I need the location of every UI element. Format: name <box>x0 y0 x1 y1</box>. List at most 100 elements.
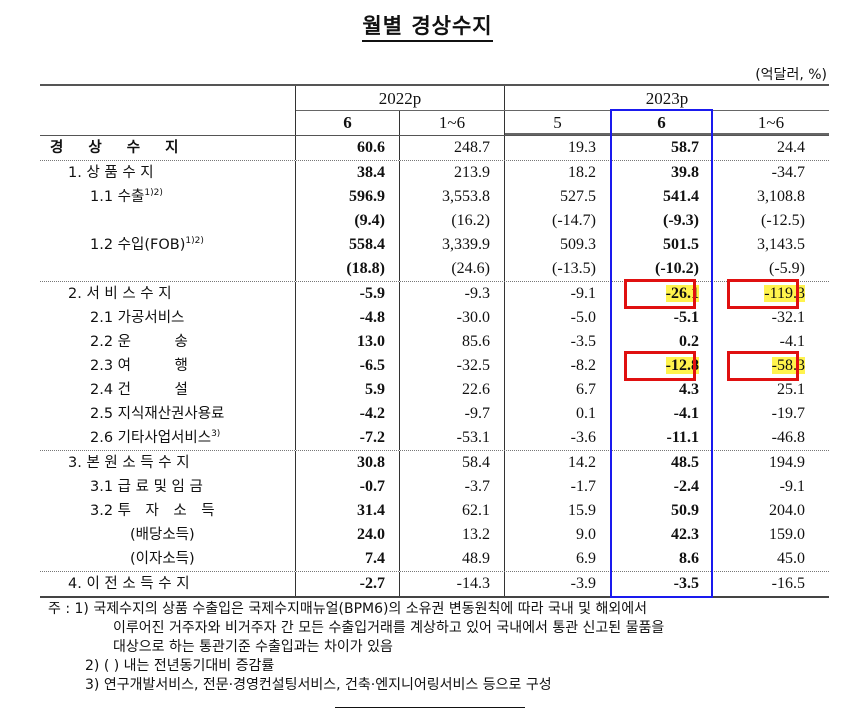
value-cell: -58.3 <box>713 354 829 378</box>
value-text: -3.6 <box>570 429 596 446</box>
value-text: (-13.5) <box>552 260 596 277</box>
value-text: 45.0 <box>777 550 805 567</box>
row-label: 1. 상 품 수 지 <box>40 161 296 185</box>
value-text: (-10.2) <box>655 260 699 277</box>
value-cell: -7.2 <box>296 426 400 450</box>
row-label-text: 1.1 수출 <box>90 189 145 205</box>
value-cell: 39.8 <box>610 161 713 185</box>
value-cell: 596.9 <box>296 185 400 209</box>
row-label-text: 경 상 수 지 <box>50 140 189 156</box>
value-text: -0.7 <box>359 478 385 495</box>
value-text: 42.3 <box>671 526 699 543</box>
value-cell: 527.5 <box>505 185 610 209</box>
value-cell: -6.5 <box>296 354 400 378</box>
value-text: 24.4 <box>777 139 805 156</box>
value-text: 60.6 <box>357 139 385 156</box>
value-cell: 248.7 <box>400 136 505 160</box>
value-cell: -4.1 <box>713 330 829 354</box>
value-text: (-9.3) <box>663 212 699 229</box>
row-label-text: 2.1 가공서비스 <box>90 310 185 326</box>
value-cell: 3,339.9 <box>400 233 505 257</box>
row-label <box>40 257 296 281</box>
value-text: 15.9 <box>568 502 596 519</box>
value-text: -4.1 <box>673 405 699 422</box>
value-text: 19.3 <box>568 139 596 156</box>
value-text: -12.8 <box>665 357 699 374</box>
col-2023-1-6: 1~6 <box>757 113 785 132</box>
table-row: 2.2 운 송 13.0 85.6 -3.5 0.2 -4.1 <box>40 330 829 354</box>
value-text: 204.0 <box>769 502 805 519</box>
value-text: 9.0 <box>576 526 596 543</box>
row-label: 2.3 여 행 <box>40 354 296 378</box>
row-label-text: 2.6 기타사업서비스 <box>90 430 212 446</box>
value-cell: 159.0 <box>713 523 829 547</box>
value-text: 527.5 <box>560 188 596 205</box>
value-text: -3.7 <box>464 478 490 495</box>
value-cell: 204.0 <box>713 499 829 523</box>
value-cell: 9.0 <box>505 523 610 547</box>
table-body: 경 상 수 지 60.6 248.7 19.3 58.7 24.4 1. 상 품 수 지 38… <box>40 135 829 598</box>
value-cell: 48.5 <box>610 451 713 475</box>
value-text: 22.6 <box>462 381 490 398</box>
header-corner <box>40 86 296 135</box>
value-cell: 24.4 <box>713 136 829 160</box>
row-label: (이자소득) <box>40 547 296 571</box>
value-text: 13.0 <box>357 333 385 350</box>
value-text: 6.9 <box>576 550 596 567</box>
row-label-text: (배당소득) <box>130 527 195 543</box>
value-text: -9.7 <box>464 405 490 422</box>
note-1-line-1: 주 : 1) 국제수지의 상품 수출입은 국제수지매뉴얼(BPM6)의 소유권 … <box>48 601 648 617</box>
value-text: -119.3 <box>764 285 805 302</box>
value-text: 3,339.9 <box>442 236 490 253</box>
note-3: 3) 연구개발서비스, 전문·경영컨설팅서비스, 건축·엔지니어링서비스 등으로… <box>85 677 552 693</box>
value-text: -4.8 <box>359 309 385 326</box>
value-text: -19.7 <box>771 405 805 422</box>
value-cell: 38.4 <box>296 161 400 185</box>
row-label: 2.4 건 설 <box>40 378 296 402</box>
table-row: 1. 상 품 수 지 38.4 213.9 18.2 39.8 -34.7 <box>40 160 829 185</box>
value-cell: 13.0 <box>296 330 400 354</box>
table-row: 2.1 가공서비스 -4.8 -30.0 -5.0 -5.1 -32.1 <box>40 306 829 330</box>
table-row: (이자소득) 7.4 48.9 6.9 8.6 45.0 <box>40 547 829 571</box>
value-text: 5.9 <box>365 381 385 398</box>
value-text: 541.4 <box>663 188 699 205</box>
value-cell: (-12.5) <box>713 209 829 233</box>
value-cell: 30.8 <box>296 451 400 475</box>
row-label-text: 1. 상 품 수 지 <box>68 165 154 181</box>
value-text: 3,553.8 <box>442 188 490 205</box>
row-label-text: 2.4 건 설 <box>90 382 188 398</box>
year-2023: 2023p <box>645 89 689 108</box>
month-header-row: 6 1~6 5 6 1~6 <box>296 111 829 135</box>
value-cell: (-9.3) <box>610 209 713 233</box>
value-cell: -4.1 <box>610 402 713 426</box>
value-cell: (24.6) <box>400 257 505 281</box>
table-row: 3.1 급 료 및 임 금 -0.7 -3.7 -1.7 -2.4 -9.1 <box>40 475 829 499</box>
value-cell: 58.4 <box>400 451 505 475</box>
table-row: 경 상 수 지 60.6 248.7 19.3 58.7 24.4 <box>40 135 829 160</box>
value-text: -26.1 <box>665 285 699 302</box>
value-text: 50.9 <box>671 502 699 519</box>
value-cell: 25.1 <box>713 378 829 402</box>
value-text: 213.9 <box>454 164 490 181</box>
value-text: 596.9 <box>349 188 385 205</box>
table-row: 1.2 수입(FOB)1)2) 558.4 3,339.9 509.3 501.5 3,1… <box>40 233 829 257</box>
value-cell: -3.6 <box>505 426 610 450</box>
value-cell: -34.7 <box>713 161 829 185</box>
value-cell: -5.9 <box>296 282 400 306</box>
value-text: 194.9 <box>769 454 805 471</box>
value-cell: -11.1 <box>610 426 713 450</box>
value-cell: 558.4 <box>296 233 400 257</box>
value-text: 4.3 <box>679 381 699 398</box>
row-label-text: 2. 서 비 스 수 지 <box>68 286 172 302</box>
value-cell: (18.8) <box>296 257 400 281</box>
row-label <box>40 209 296 233</box>
value-text: 159.0 <box>769 526 805 543</box>
value-text: -16.5 <box>771 575 805 592</box>
value-cell: -3.5 <box>505 330 610 354</box>
table-row: 2.3 여 행 -6.5 -32.5 -8.2 -12.8 -58.3 <box>40 351 829 381</box>
footnotes: 주 : 1) 국제수지의 상품 수출입은 국제수지매뉴얼(BPM6)의 소유권 … <box>48 600 664 695</box>
value-text: -9.3 <box>464 285 490 302</box>
row-label: 2. 서 비 스 수 지 <box>40 282 296 306</box>
bottom-rule <box>335 707 525 708</box>
year-divider <box>296 110 829 111</box>
